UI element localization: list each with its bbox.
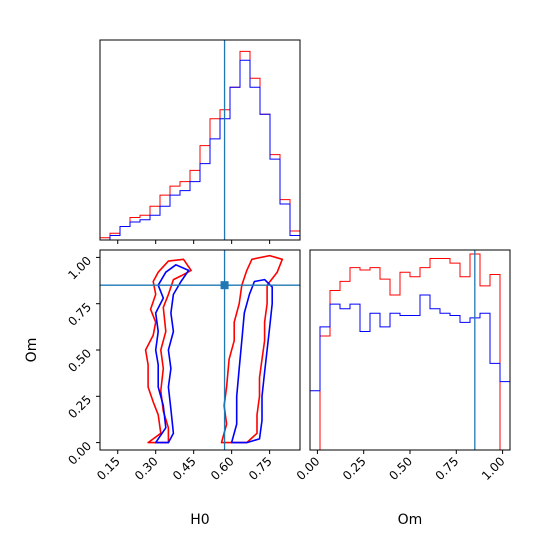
h0-histogram-panel	[99, 39, 301, 244]
om-tick-label-y: 0.00	[65, 439, 94, 468]
contour-blue-3	[230, 278, 273, 444]
om-tick-label: 0.00	[294, 454, 323, 483]
h0-tick-label: 0.60	[208, 454, 237, 483]
truth-marker	[220, 281, 229, 290]
h0-hist-frame	[99, 39, 301, 241]
om-tick-label-y: 0.50	[65, 346, 94, 375]
om-tick-label: 0.50	[386, 454, 415, 483]
contour-red-1	[220, 254, 284, 444]
om-tick-label-y: 0.75	[65, 300, 94, 329]
contour-blue-2	[154, 264, 190, 444]
y-axis-label-om: Om	[24, 338, 40, 363]
om-tick-label: 1.00	[479, 454, 508, 483]
x-axis-label-om: Om	[398, 512, 423, 528]
x-axis-label-h0: H0	[190, 512, 209, 528]
om-tick-label: 0.25	[340, 454, 369, 483]
om-hist-series-blue	[309, 294, 511, 450]
om-tick-label-y: 0.25	[65, 393, 94, 422]
h0-tick-label: 0.45	[170, 454, 199, 483]
h0-hist-series-blue	[100, 59, 301, 241]
om-histogram-panel: 0.00 0.25 0.50 0.75 1.00	[294, 249, 511, 483]
contour-group	[144, 254, 284, 444]
h0-tick-label: 0.30	[132, 454, 161, 483]
om-hist-series-red	[310, 253, 510, 451]
h0-tick-label: 0.15	[94, 454, 123, 483]
contour-red-0	[144, 258, 192, 444]
om-tick-label-y: 1.00	[65, 254, 94, 283]
contour-frame	[99, 249, 301, 451]
h0-om-contour-panel: 0.15 0.30 0.45 0.60 0.75 0.00 0.25 0.50 0.75 1.00	[65, 249, 301, 483]
om-tick-label: 0.75	[433, 454, 462, 483]
h0-tick-label: 0.75	[246, 454, 275, 483]
